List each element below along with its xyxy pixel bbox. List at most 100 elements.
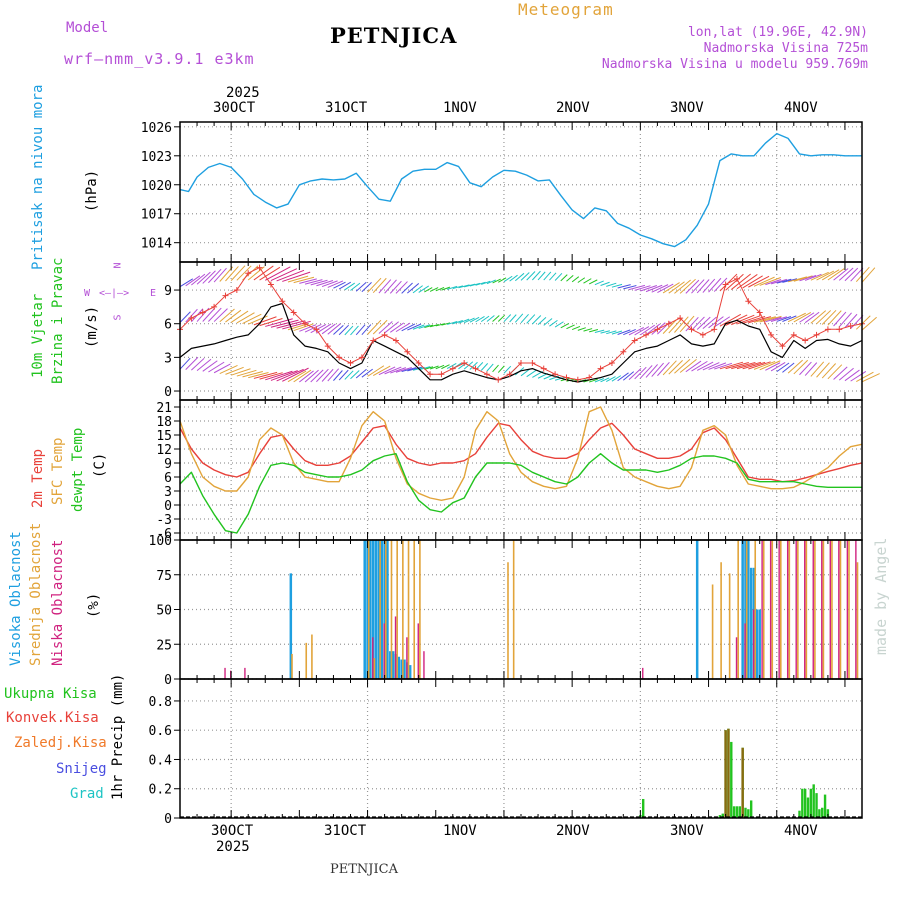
cloud-bar	[397, 656, 401, 679]
wind-arrow	[651, 362, 664, 377]
cloud-bar	[244, 667, 246, 679]
precip-total-label: Ukupna Kisa	[4, 686, 97, 702]
wind-arrow	[299, 370, 314, 383]
wind-arrow	[316, 280, 334, 287]
wind-arrow	[333, 325, 344, 335]
cloud-bar	[230, 670, 232, 679]
wind-arrow	[589, 378, 598, 383]
wind-arrow	[497, 314, 506, 322]
compass-south: S	[112, 314, 124, 321]
wind-arrow	[219, 308, 235, 323]
wind-arrow	[844, 369, 860, 382]
cloud-bar	[385, 540, 387, 679]
wind-arrow	[645, 364, 658, 378]
wind-arrow	[276, 269, 305, 282]
wind-arrow	[628, 327, 644, 336]
wind-arrow	[685, 316, 699, 332]
watermark: made by Angel	[872, 537, 890, 655]
wind-gust-line	[179, 267, 863, 381]
cloud-bar	[386, 540, 389, 679]
wind-arrow	[225, 366, 244, 375]
wind-arrow	[509, 366, 518, 375]
wind-gust-marker	[336, 354, 343, 361]
cloud-bar	[413, 540, 416, 679]
wind-arrow	[378, 279, 392, 294]
cloud-bar	[289, 573, 293, 679]
wind-arrow	[634, 366, 647, 380]
wind-arrow	[736, 315, 761, 325]
wind-arrow	[765, 362, 781, 371]
precip-bar	[815, 793, 818, 818]
wind-arrow	[736, 274, 758, 290]
wind-arrow	[838, 367, 854, 381]
wind-arrow	[407, 323, 422, 331]
wind-arrow	[270, 268, 298, 282]
wind-arrow	[810, 361, 825, 377]
wind-arrow	[424, 366, 434, 370]
cloud-bar	[786, 540, 789, 679]
wind-arrow	[265, 266, 291, 281]
wind-arrow	[776, 316, 792, 322]
y-tick-label: 25	[156, 638, 172, 653]
wind-arrow	[532, 315, 542, 325]
precip-bar	[730, 741, 733, 818]
wind-arrow	[213, 308, 228, 322]
wind-arrow	[390, 367, 407, 374]
wind-arrow	[821, 363, 837, 379]
y-tick-label: 0	[164, 673, 172, 688]
cloud-bar	[846, 540, 849, 679]
y-tick-label: 100	[149, 534, 172, 549]
cloud-bar	[374, 540, 378, 679]
wind-arrow	[827, 268, 845, 281]
cloud-bar	[795, 540, 797, 679]
wind-arrow	[196, 271, 211, 285]
wind-arrow	[435, 286, 445, 292]
precip-bar	[747, 809, 750, 818]
wind-arrow	[645, 284, 663, 293]
temp-dew-label: dewpt Temp	[70, 427, 86, 512]
wind-arrow	[577, 327, 586, 331]
wind-gust-marker	[574, 376, 581, 383]
precip-bar	[641, 798, 645, 818]
wind-arrow	[691, 360, 708, 372]
wind-arrow	[679, 315, 695, 333]
wind-gust-marker	[643, 331, 650, 338]
wind-arrow	[861, 373, 880, 383]
precip-bar	[718, 815, 722, 818]
wind-arrow	[600, 281, 610, 286]
y-tick-label: 1026	[141, 121, 172, 136]
wind-arrow	[708, 277, 722, 293]
wind-arrow	[856, 371, 874, 382]
cloud-bar	[771, 540, 774, 679]
wind-arrow	[816, 310, 832, 325]
cloud-bar	[779, 540, 782, 679]
wind-arrow	[248, 371, 269, 379]
wind-arrow	[588, 279, 598, 285]
wind-arrow	[372, 319, 388, 335]
wind-arrow	[202, 307, 216, 322]
wind-gust-marker	[722, 281, 729, 288]
elevation-readout: Nadmorska Visina 725m	[703, 41, 868, 56]
y-tick-label: 50	[156, 604, 172, 619]
wind-arrow	[492, 315, 500, 322]
wind-arrow	[190, 308, 204, 323]
cloud-bar	[829, 540, 831, 679]
wind-arrow	[463, 317, 475, 324]
wind-arrow	[776, 362, 790, 373]
wind-gust-marker	[370, 337, 377, 344]
wind-arrow	[276, 368, 304, 382]
wind-arrow	[821, 269, 840, 281]
top-day-label: 4NOV	[784, 100, 818, 116]
wind-arrow	[691, 316, 705, 331]
wind-arrow	[804, 362, 818, 376]
cloud-bar	[363, 540, 366, 679]
precip-bar	[738, 806, 742, 818]
wind-arrow	[435, 323, 445, 327]
precip-bar	[821, 807, 824, 818]
wind-arrow	[668, 360, 683, 375]
panel-frame	[179, 121, 863, 263]
cloud-mid-label: Srednja Oblacnost	[28, 522, 44, 666]
y-tick-label: 0.8	[149, 695, 172, 710]
wind-arrow	[702, 316, 717, 330]
precip-bar	[812, 784, 815, 818]
